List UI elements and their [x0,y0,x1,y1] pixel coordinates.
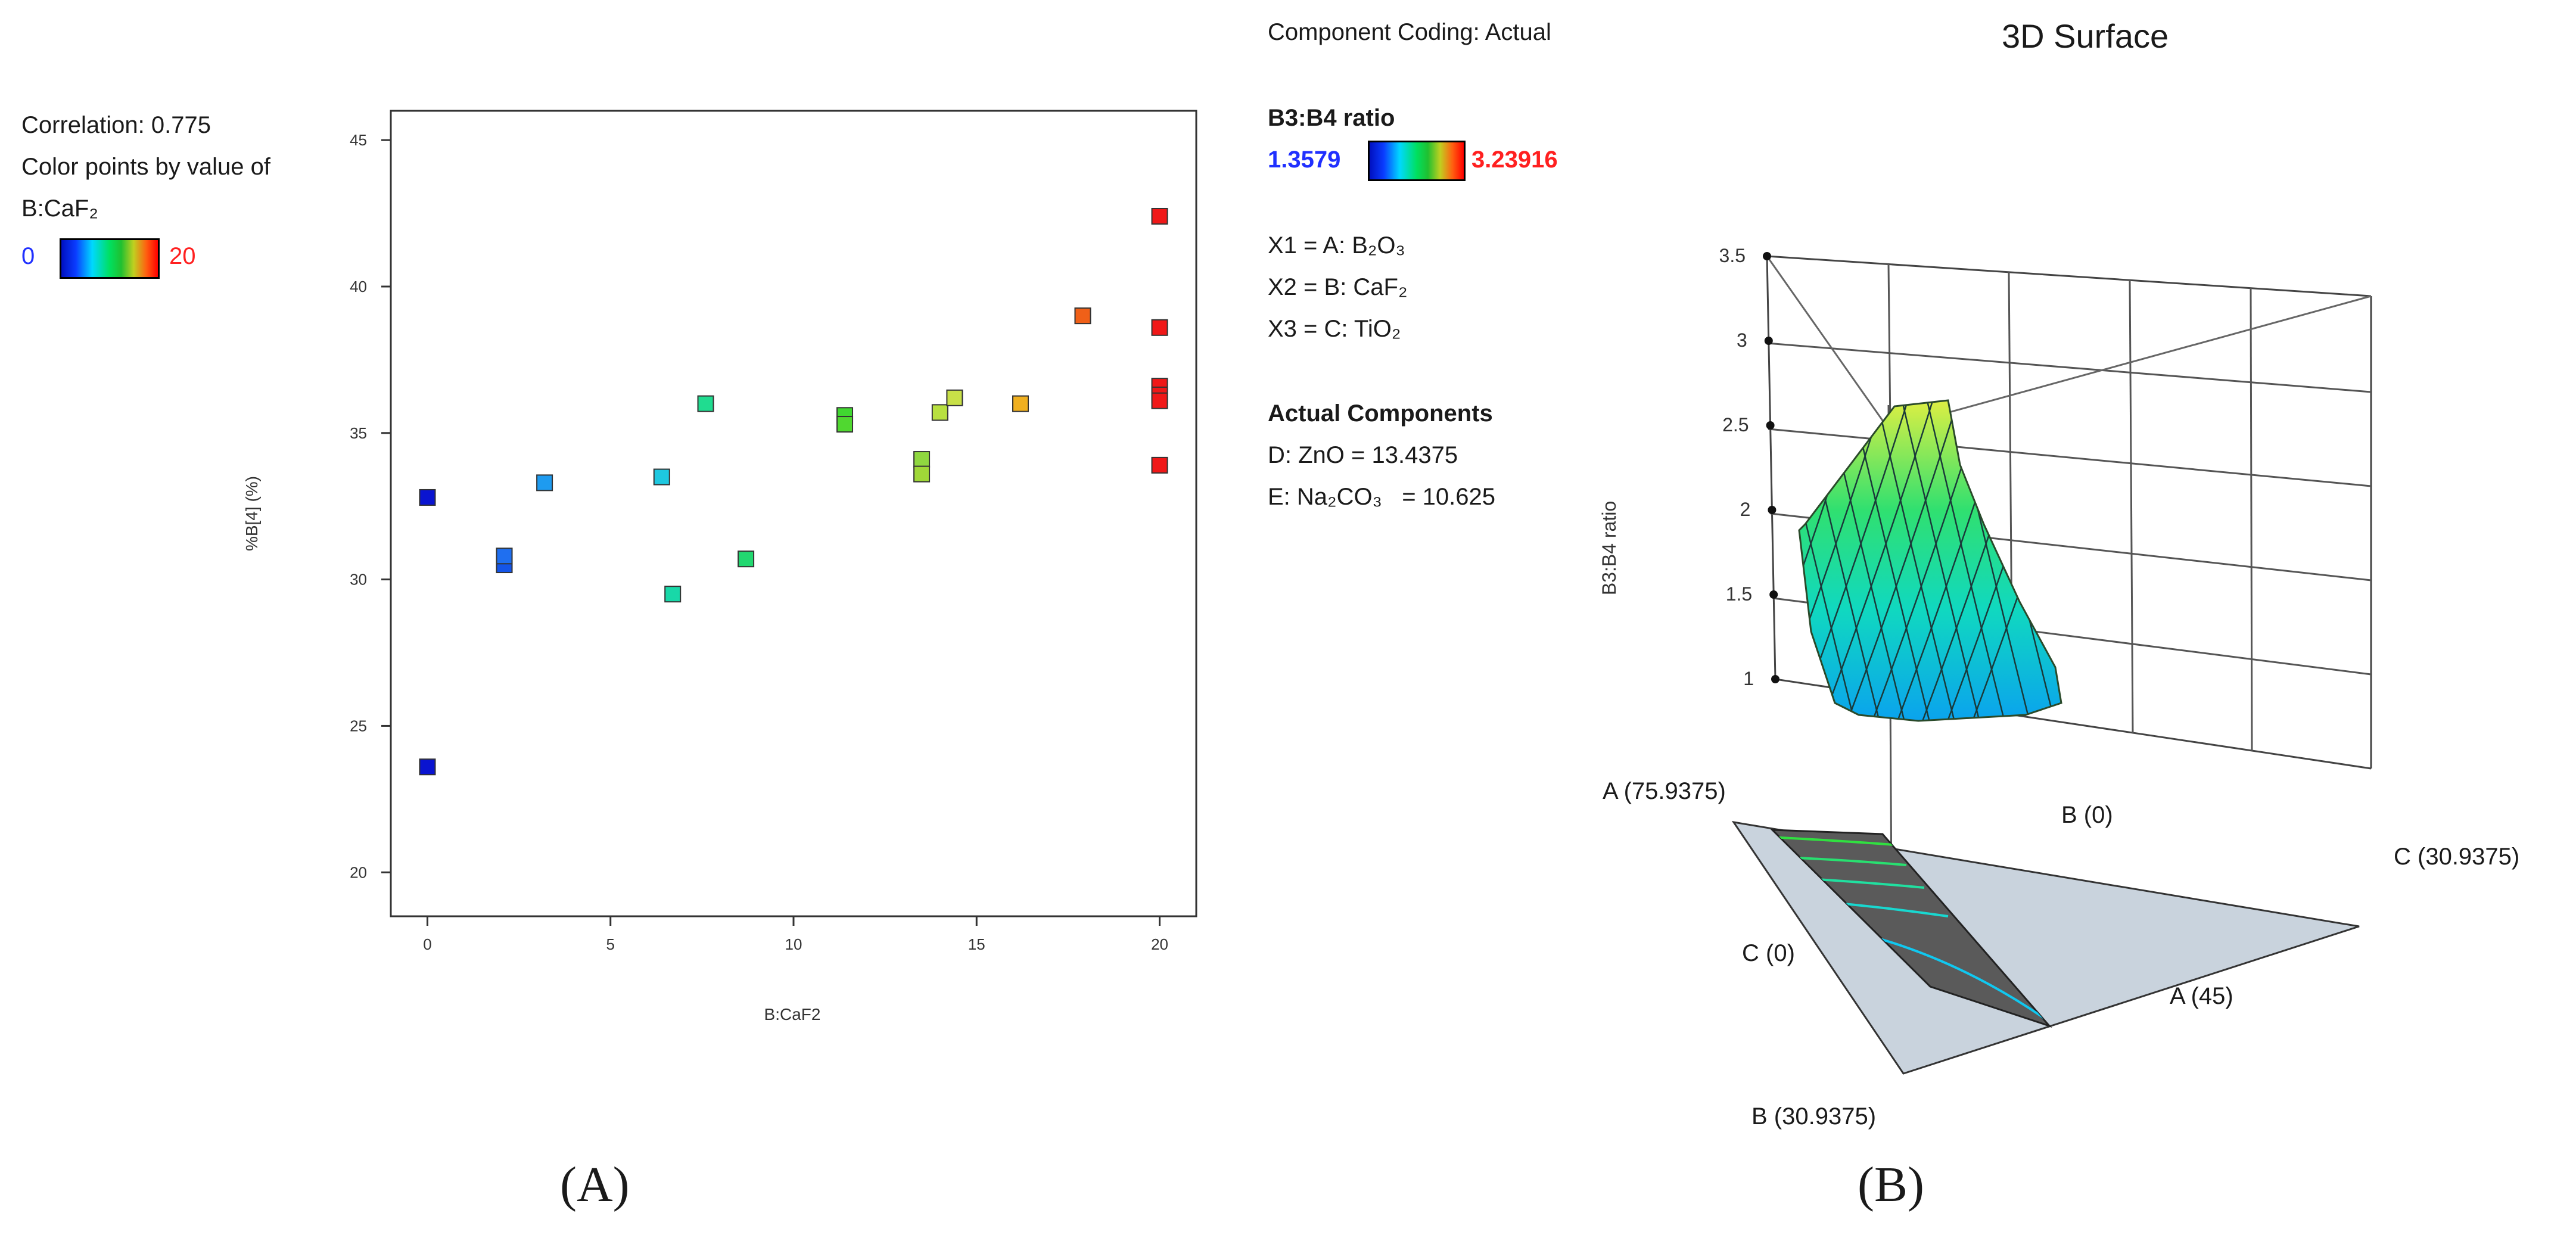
scatter-axes: 0 5 10 15 20 20 25 30 35 40 45 [350,131,1168,953]
mesh-line-a-15 [2151,393,2234,739]
mesh-line-a-13 [2101,393,2184,739]
scatter-point-1 [419,758,436,776]
perspective-line-right [1888,295,2372,430]
factor-x1: X1 = A: B₂O₃ [1268,232,1405,259]
scatter-point-12 [913,465,931,483]
surface-outline [1798,399,2062,722]
component-e: E: Na₂CO₃ = 10.625 [1268,484,1496,510]
scatter-point-4 [536,474,553,491]
scatter-chart: 0 5 10 15 20 20 25 30 35 40 45 B:CaF2 %B[4] (%) [242,110,1197,1024]
mesh-line-b-5 [1840,400,1961,721]
z-axis-label: B3:B4 ratio [1598,501,1620,595]
response-surface [1616,393,2234,739]
mesh-line-a-14 [2126,393,2209,739]
mesh-line-a-11 [2049,400,2061,721]
legend-a-gradient [60,238,160,279]
scatter-point-22 [1151,456,1168,474]
mesh-line-a-12 [2076,393,2159,739]
scatter-point-10 [836,416,854,433]
z-tick-label-3: 2.5 [1722,414,1749,435]
plot-frame [390,110,1197,917]
z-tick-dot-3 [1766,421,1775,430]
legend-a-min: 0 [21,243,35,269]
scatter-point-21 [1151,392,1168,409]
z-tick-dot-1 [1769,590,1778,599]
scatter-points [419,207,1168,776]
scatter-point-8 [738,550,755,568]
legend-b-max: 3.23916 [1471,147,1558,173]
scatter-point-16 [1074,307,1091,325]
vertex-b-top: B (0) [2061,802,2113,828]
mesh-line-a-6 [1924,400,2010,721]
vertex-a-top: A (75.9375) [1603,778,1726,804]
scatter-point-17 [1151,207,1168,225]
x-tick-label-3: 15 [968,935,985,953]
mesh-line-a-0 [1799,400,1860,721]
panel-a-label: (A) [560,1157,630,1212]
color-by-label: Color points by value of [21,154,271,180]
z-tick-label-5: 3.5 [1719,245,1746,266]
panel-b-label: (B) [1858,1157,1924,1212]
surface-title: 3D Surface [2002,17,2169,55]
mesh-line-b-14 [1616,393,1735,739]
legend-b-title: B3:B4 ratio [1268,105,1395,131]
scatter-point-18 [1151,319,1168,336]
y-tick-label-1: 25 [350,717,367,735]
vertex-b-bottom: B (30.9375) [1751,1103,1877,1130]
surface-3d-plot: 1 1.5 2 2.5 3 3.5 B3:B4 ratio [1598,245,2372,1075]
x-tick-label-0: 0 [423,935,431,953]
mesh-line-b-12 [1666,393,1785,739]
x-tick-label-4: 20 [1151,935,1168,953]
correlation-label: Correlation: 0.775 [21,112,211,138]
legend-a-max: 20 [169,243,196,269]
legend-b-gradient [1368,141,1466,181]
scatter-point-3 [496,547,513,565]
scatter-point-15 [1012,395,1029,412]
scatter-point-7 [697,395,714,412]
y-tick-label-4: 40 [350,278,367,295]
mesh-line-a-5 [1899,400,1985,721]
scatter-point-5 [653,468,670,486]
scatter-point-13 [931,404,948,421]
vertex-c-right: C (30.9375) [2394,844,2520,870]
mesh-line-a-4 [1874,400,1960,721]
scatter-point-14 [946,389,963,406]
actual-components-title: Actual Components [1268,400,1493,427]
z-tick-dot-5 [1763,252,1771,260]
vertex-a-right: A (45) [2170,983,2233,1009]
scatter-point-0 [419,489,436,506]
z-tick-dot-4 [1764,337,1773,345]
x-tick-label-1: 5 [606,935,614,953]
factor-x2: X2 = B: CaF₂ [1268,274,1408,300]
z-tick-label-4: 3 [1737,329,1747,351]
z-tick-label-0: 1 [1743,668,1754,689]
z-tick-dot-0 [1771,675,1779,683]
z-tick-label-2: 2 [1740,499,1751,520]
color-var-label: B:CaF₂ [21,195,98,222]
perspective-line-left [1766,256,1890,430]
component-d: D: ZnO = 13.4375 [1268,442,1458,468]
y-tick-label-2: 30 [350,571,367,589]
vertex-c-left: C (0) [1742,940,1795,966]
scatter-point-6 [664,586,682,603]
z-axis-ticks: 1 1.5 2 2.5 3 3.5 [1719,245,1779,689]
mesh-line-b-6 [1815,400,1936,721]
y-tick-label-5: 45 [350,131,367,149]
factor-x3: X3 = C: TiO₂ [1268,316,1401,342]
y-tick-label-0: 20 [350,863,367,881]
z-tick-dot-2 [1768,506,1777,514]
z-tick-label-1: 1.5 [1726,583,1752,605]
legend-b-min: 1.3579 [1268,147,1341,173]
x-axis-label: B:CaF2 [764,1005,821,1024]
component-coding: Component Coding: Actual [1268,19,1551,45]
scatter-point-11 [913,451,931,468]
feasible-region [1770,829,2052,1028]
x-tick-label-2: 10 [785,935,802,953]
mesh-line-b-13 [1641,393,1760,739]
y-tick-label-3: 35 [350,424,367,442]
y-axis-label: %B[4] (%) [242,476,261,551]
